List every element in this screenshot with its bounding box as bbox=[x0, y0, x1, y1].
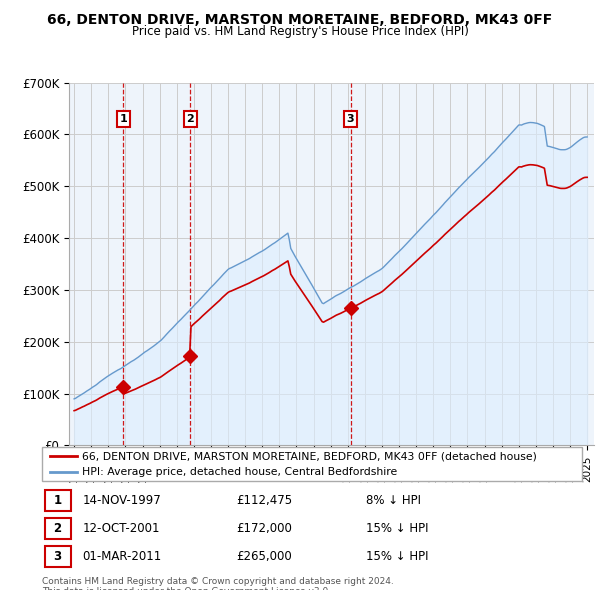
Text: 2: 2 bbox=[187, 114, 194, 124]
Text: 3: 3 bbox=[347, 114, 355, 124]
Text: 66, DENTON DRIVE, MARSTON MORETAINE, BEDFORD, MK43 0FF: 66, DENTON DRIVE, MARSTON MORETAINE, BED… bbox=[47, 13, 553, 27]
Text: HPI: Average price, detached house, Central Bedfordshire: HPI: Average price, detached house, Cent… bbox=[83, 467, 398, 477]
Text: 3: 3 bbox=[53, 550, 62, 563]
Text: £112,475: £112,475 bbox=[236, 494, 293, 507]
FancyBboxPatch shape bbox=[45, 546, 71, 567]
Text: 15% ↓ HPI: 15% ↓ HPI bbox=[366, 550, 428, 563]
Text: Price paid vs. HM Land Registry's House Price Index (HPI): Price paid vs. HM Land Registry's House … bbox=[131, 25, 469, 38]
Text: £265,000: £265,000 bbox=[236, 550, 292, 563]
Text: 15% ↓ HPI: 15% ↓ HPI bbox=[366, 522, 428, 535]
Text: 66, DENTON DRIVE, MARSTON MORETAINE, BEDFORD, MK43 0FF (detached house): 66, DENTON DRIVE, MARSTON MORETAINE, BED… bbox=[83, 451, 538, 461]
Text: 2: 2 bbox=[53, 522, 62, 535]
Text: 12-OCT-2001: 12-OCT-2001 bbox=[83, 522, 160, 535]
Text: 01-MAR-2011: 01-MAR-2011 bbox=[83, 550, 162, 563]
Text: 14-NOV-1997: 14-NOV-1997 bbox=[83, 494, 161, 507]
FancyBboxPatch shape bbox=[42, 447, 582, 481]
Text: Contains HM Land Registry data © Crown copyright and database right 2024.
This d: Contains HM Land Registry data © Crown c… bbox=[42, 577, 394, 590]
FancyBboxPatch shape bbox=[45, 518, 71, 539]
Text: 8% ↓ HPI: 8% ↓ HPI bbox=[366, 494, 421, 507]
Text: 1: 1 bbox=[53, 494, 62, 507]
Text: £172,000: £172,000 bbox=[236, 522, 292, 535]
FancyBboxPatch shape bbox=[45, 490, 71, 511]
Text: 1: 1 bbox=[119, 114, 127, 124]
